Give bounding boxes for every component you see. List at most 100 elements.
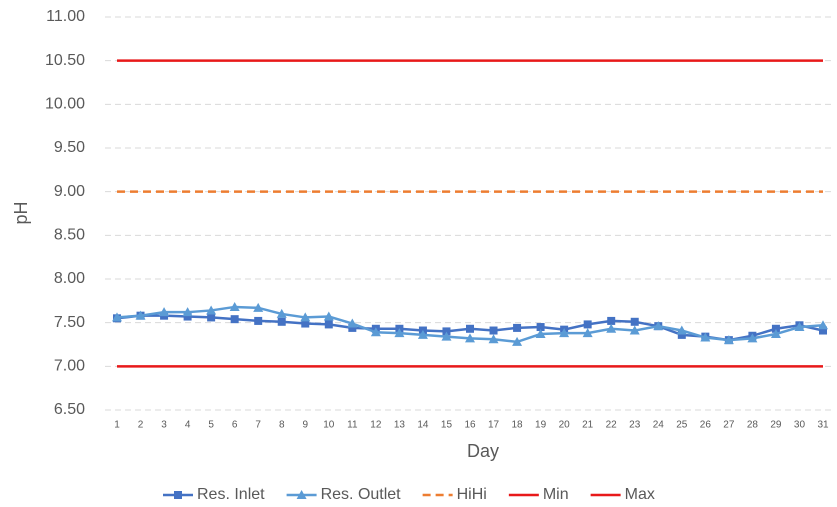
- x-tick-label: 31: [817, 420, 829, 431]
- data-point: [747, 333, 758, 343]
- data-point: [183, 312, 192, 321]
- data-point: [394, 328, 405, 338]
- data-point: [112, 312, 122, 322]
- data-point: [229, 301, 240, 311]
- x-tick-label: 14: [417, 420, 429, 431]
- x-tick-label: 18: [512, 420, 524, 431]
- data-point: [630, 317, 639, 326]
- data-point: [512, 336, 523, 346]
- x-tick-label: 1: [114, 420, 120, 431]
- x-tick-label: 15: [441, 420, 453, 431]
- data-point: [536, 323, 545, 332]
- x-axis-title: Day: [467, 441, 499, 461]
- data-point: [677, 330, 686, 339]
- data-point: [653, 321, 664, 331]
- data-point: [441, 331, 452, 341]
- x-tick-label: 12: [370, 420, 382, 431]
- x-tick-label: 30: [794, 420, 806, 431]
- data-point: [489, 326, 498, 335]
- data-point: [513, 323, 522, 332]
- x-tick-label: 2: [138, 420, 144, 431]
- data-point: [135, 310, 146, 320]
- x-tick-label: 20: [559, 420, 571, 431]
- data-point: [370, 327, 381, 337]
- data-point: [254, 316, 263, 325]
- y-tick-label: 7.00: [54, 358, 85, 375]
- y-tick-label: 10.50: [45, 52, 85, 69]
- x-tick-label: 13: [394, 420, 406, 431]
- data-point: [819, 326, 827, 335]
- y-tick-label: 10.00: [45, 96, 85, 113]
- data-point: [535, 329, 546, 339]
- data-point: [276, 308, 287, 318]
- data-point: [301, 319, 310, 328]
- data-point: [770, 329, 781, 339]
- y-tick-label: 11.00: [46, 8, 85, 25]
- data-point: [582, 328, 593, 338]
- data-point: [182, 307, 193, 317]
- data-point: [277, 317, 286, 326]
- x-tick-label: 3: [161, 420, 167, 431]
- data-point: [253, 302, 264, 312]
- legend-label: Res. Outlet: [321, 486, 402, 503]
- data-point: [818, 320, 828, 330]
- data-point: [466, 324, 474, 333]
- data-point: [347, 318, 358, 328]
- data-point: [559, 328, 570, 338]
- x-tick-label: 5: [208, 420, 214, 431]
- legend-label: Res. Inlet: [197, 486, 265, 503]
- y-tick-label: 8.00: [54, 270, 85, 287]
- y-axis-title: pH: [11, 201, 31, 224]
- legend-label: Min: [543, 486, 569, 503]
- data-point: [348, 323, 357, 332]
- data-point: [676, 325, 687, 335]
- x-tick-label: 10: [323, 420, 335, 431]
- x-tick-label: 6: [232, 420, 238, 431]
- data-point: [607, 316, 616, 325]
- legend-label: Max: [625, 486, 655, 503]
- x-tick-label: 19: [535, 420, 547, 431]
- y-tick-label: 6.50: [54, 401, 85, 418]
- legend-label: HiHi: [457, 486, 487, 503]
- x-tick-label: 25: [676, 420, 688, 431]
- data-point: [230, 315, 239, 324]
- x-tick-label: 9: [302, 420, 308, 431]
- data-point: [771, 324, 780, 333]
- x-tick-label: 26: [700, 420, 712, 431]
- legend-marker: [174, 491, 182, 499]
- y-tick-label: 7.50: [54, 314, 85, 331]
- x-tick-label: 28: [747, 420, 759, 431]
- data-point: [207, 313, 216, 322]
- x-tick-label: 17: [488, 420, 500, 431]
- data-point: [794, 322, 805, 332]
- data-point: [629, 325, 640, 335]
- x-tick-label: 24: [653, 420, 665, 431]
- x-tick-label: 22: [606, 420, 618, 431]
- data-point: [465, 333, 475, 343]
- data-point: [417, 329, 428, 339]
- x-tick-label: 11: [347, 420, 358, 431]
- data-point: [324, 320, 333, 329]
- x-tick-label: 4: [185, 420, 191, 431]
- data-point: [723, 335, 734, 345]
- data-point: [206, 305, 217, 315]
- x-tick-label: 29: [770, 420, 782, 431]
- x-tick-label: 23: [629, 420, 641, 431]
- y-tick-label: 9.50: [54, 139, 85, 156]
- y-tick-label: 9.00: [54, 183, 85, 200]
- data-point: [323, 311, 334, 321]
- data-point: [488, 334, 499, 344]
- data-point: [159, 307, 170, 317]
- x-tick-label: 7: [255, 420, 261, 431]
- y-tick-label: 8.50: [54, 227, 85, 244]
- data-point: [442, 327, 451, 336]
- data-point: [606, 323, 617, 333]
- data-point: [700, 332, 711, 342]
- x-tick-label: 8: [279, 420, 285, 431]
- x-tick-label: 16: [464, 420, 476, 431]
- x-tick-label: 21: [582, 420, 594, 431]
- data-point: [583, 320, 592, 329]
- data-point: [300, 312, 311, 322]
